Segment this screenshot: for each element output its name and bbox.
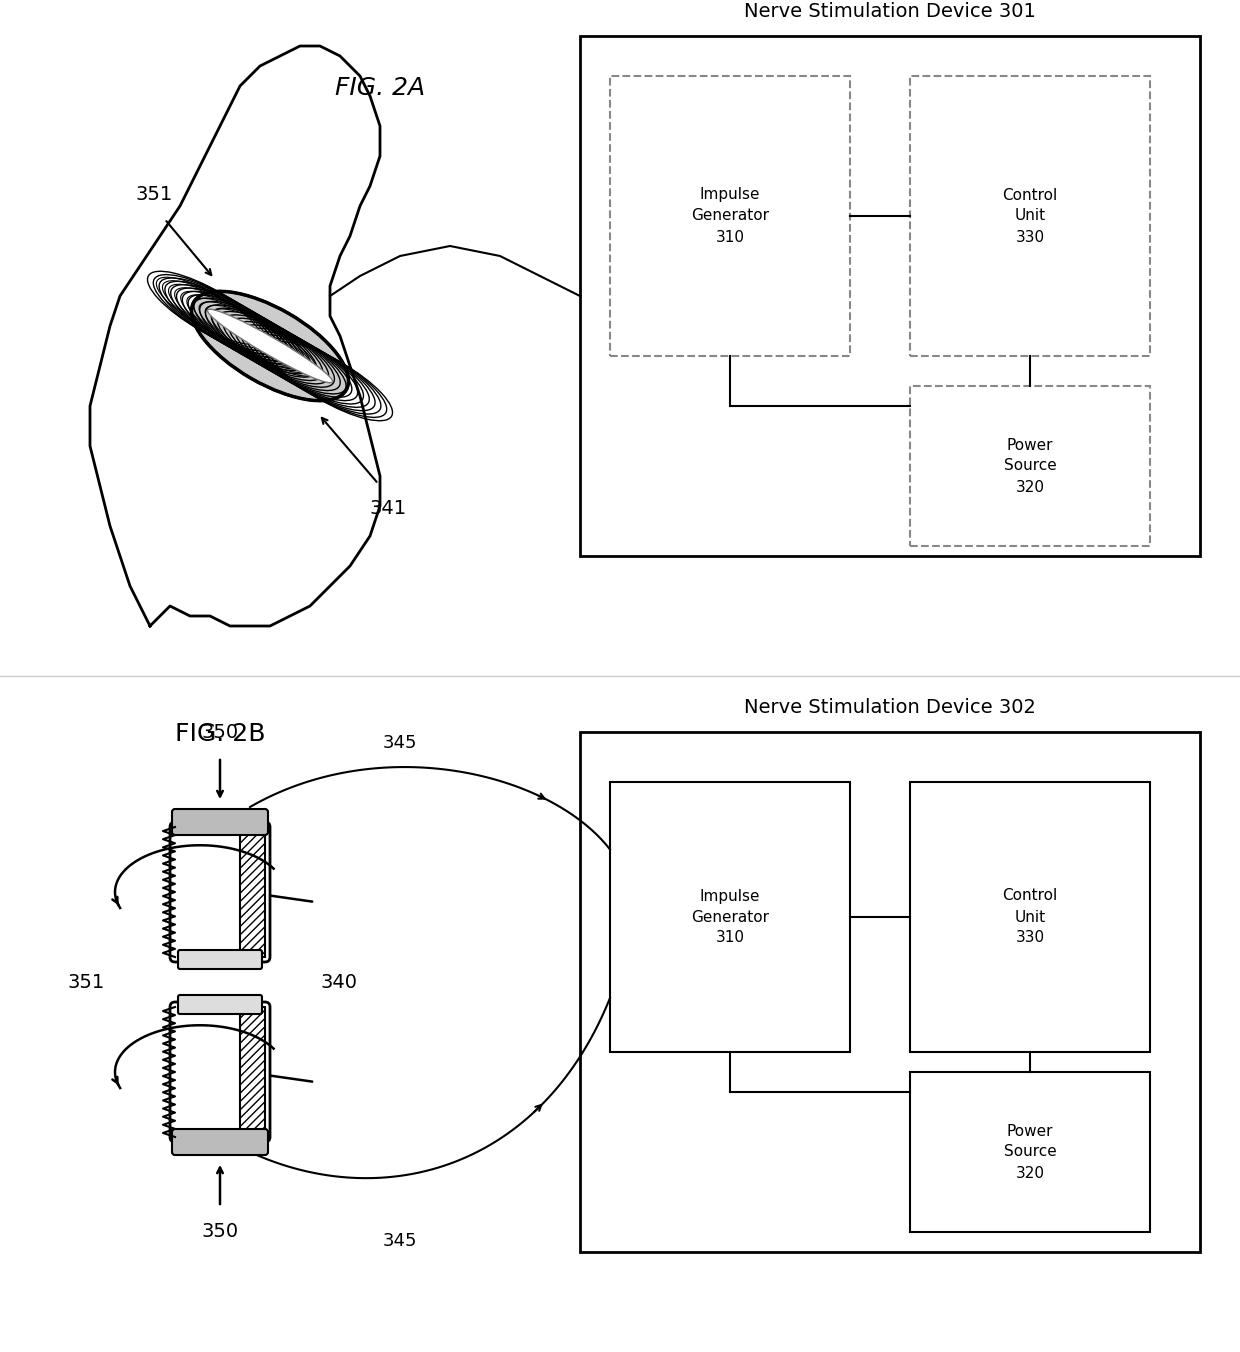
FancyBboxPatch shape: [610, 781, 849, 1052]
Text: Control
Unit
330: Control Unit 330: [1002, 888, 1058, 945]
FancyBboxPatch shape: [910, 1072, 1149, 1232]
FancyBboxPatch shape: [179, 950, 262, 969]
Text: Nerve Stimulation Device 301: Nerve Stimulation Device 301: [744, 1, 1035, 22]
Text: 341: 341: [370, 499, 407, 518]
Text: 340: 340: [320, 972, 357, 991]
Text: Nerve Stimulation Device 302: Nerve Stimulation Device 302: [744, 698, 1035, 717]
Text: FIG. 2B: FIG. 2B: [175, 722, 265, 746]
Text: Power
Source
320: Power Source 320: [1003, 438, 1056, 495]
FancyBboxPatch shape: [580, 731, 1200, 1252]
Text: 351: 351: [68, 972, 105, 991]
FancyBboxPatch shape: [170, 1002, 270, 1142]
Bar: [241, 827, 265, 957]
Text: Control
Unit
330: Control Unit 330: [1002, 188, 1058, 245]
Text: Impulse
Generator
310: Impulse Generator 310: [691, 888, 769, 945]
Bar: [241, 1007, 265, 1137]
FancyBboxPatch shape: [172, 1129, 268, 1155]
FancyBboxPatch shape: [910, 387, 1149, 546]
Text: 345: 345: [383, 1232, 417, 1251]
Text: 350: 350: [201, 723, 238, 742]
Text: FIG. 2A: FIG. 2A: [335, 76, 425, 100]
FancyBboxPatch shape: [910, 781, 1149, 1052]
Text: Power
Source
320: Power Source 320: [1003, 1124, 1056, 1180]
FancyBboxPatch shape: [179, 995, 262, 1014]
FancyBboxPatch shape: [610, 76, 849, 356]
Text: 351: 351: [136, 185, 174, 204]
FancyBboxPatch shape: [170, 822, 270, 963]
Ellipse shape: [191, 291, 348, 400]
FancyBboxPatch shape: [172, 808, 268, 836]
FancyBboxPatch shape: [910, 76, 1149, 356]
FancyBboxPatch shape: [580, 37, 1200, 556]
Text: 345: 345: [383, 734, 417, 752]
Ellipse shape: [207, 310, 332, 383]
Text: Impulse
Generator
310: Impulse Generator 310: [691, 188, 769, 245]
Text: 350: 350: [201, 1222, 238, 1241]
